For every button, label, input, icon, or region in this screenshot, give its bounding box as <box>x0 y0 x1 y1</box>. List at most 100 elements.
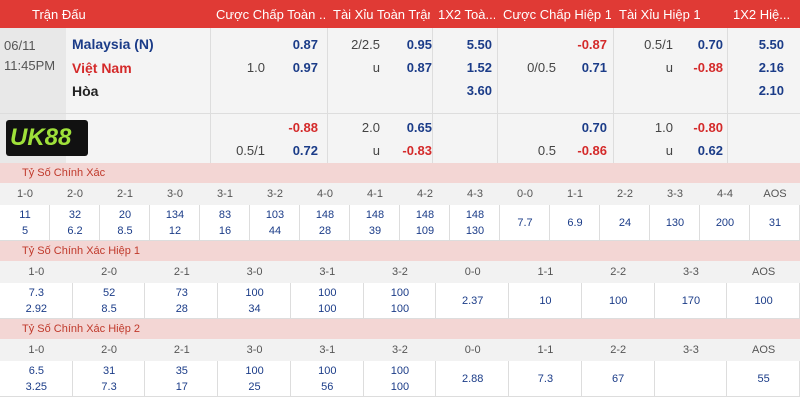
score-odds: 5 <box>21 225 29 237</box>
score-odds: 100 <box>318 365 337 377</box>
score-label: 2-2 <box>610 344 627 356</box>
score-odds: 28 <box>318 225 332 237</box>
score-label: 1-0 <box>28 344 45 356</box>
column-divider <box>432 28 433 163</box>
row-divider <box>0 318 800 319</box>
line: 0.5 <box>537 143 556 158</box>
cell-divider <box>699 205 700 241</box>
score-odds: 6.2 <box>67 225 83 237</box>
score-label: 1-1 <box>537 266 554 278</box>
score-odds: 35 <box>175 365 188 377</box>
cell-divider <box>144 361 146 397</box>
line: u <box>372 60 380 75</box>
score-odds: 148 <box>415 209 435 221</box>
score-label: 0-0 <box>464 344 481 356</box>
cell-divider <box>549 205 550 241</box>
score-odds: 148 <box>315 209 335 221</box>
home-team: Malaysia (N) <box>72 36 154 52</box>
cell-divider <box>653 361 655 397</box>
score-odds: 39 <box>368 225 382 237</box>
odds: 0.62 <box>697 143 723 158</box>
score-odds: 7.3 <box>28 287 44 299</box>
cell-divider <box>435 283 437 319</box>
score-odds: 20 <box>118 209 132 221</box>
odds: 0.71 <box>581 60 607 75</box>
line: 0.5/1 <box>644 37 673 52</box>
away-team: Việt Nam <box>72 60 132 76</box>
score-label: AOS <box>763 188 787 200</box>
time: 11:45PM <box>4 58 56 73</box>
column-divider <box>613 28 614 163</box>
score-odds: 28 <box>175 303 188 315</box>
score-odds: 12 <box>168 225 182 237</box>
score-label: 2-1 <box>173 344 190 356</box>
odds: 0.87 <box>406 60 432 75</box>
cell-divider <box>508 283 510 319</box>
odds: -0.88 <box>693 60 723 75</box>
score-odds: 73 <box>175 287 188 299</box>
section-title: Tỷ Số Chính Xác Hiệp 1 <box>22 245 141 257</box>
score-label: 3-3 <box>667 188 683 200</box>
score-label: 3-2 <box>392 266 408 278</box>
score-odds: 100 <box>318 303 337 315</box>
score-odds: 109 <box>415 225 435 237</box>
odds: 0.70 <box>697 37 723 52</box>
score-odds: 67 <box>612 373 625 385</box>
score-odds: 3.25 <box>25 381 48 393</box>
score-odds: 8.5 <box>117 225 133 237</box>
score-odds: 103 <box>265 209 285 221</box>
score-label: 1-1 <box>567 188 583 200</box>
score-odds: 31 <box>102 365 116 377</box>
score-odds: 6.5 <box>28 365 44 377</box>
cell-divider <box>199 205 200 241</box>
score-odds: 2.37 <box>462 295 484 307</box>
cell-divider <box>362 361 364 397</box>
score-label: 2-2 <box>610 266 627 278</box>
score-label: 2-1 <box>117 188 133 200</box>
score-odds: 2.92 <box>25 303 48 315</box>
odds: 0.97 <box>292 60 318 75</box>
odds: 0.72 <box>292 143 318 158</box>
score-label: 3-2 <box>392 344 408 356</box>
odds: 0.65 <box>406 120 432 135</box>
score-odds: 56 <box>321 381 334 393</box>
line: u <box>665 60 673 75</box>
odds: 5.50 <box>758 37 784 52</box>
score-label: 3-0 <box>246 344 263 356</box>
line: 2/2.5 <box>351 37 380 52</box>
score-odds: 44 <box>268 225 282 237</box>
score-label: 3-1 <box>319 344 336 356</box>
score-odds: 100 <box>245 287 264 299</box>
score-label: 3-2 <box>267 188 283 200</box>
score-odds: 25 <box>248 381 261 393</box>
cell-divider <box>599 205 600 241</box>
odds: 0.95 <box>406 37 432 52</box>
cell-divider <box>399 205 400 241</box>
row-divider <box>0 396 800 397</box>
column-header: Cược Chấp Hiệp 1 <box>503 7 611 22</box>
cell-divider <box>653 283 655 319</box>
cell-divider <box>299 205 300 241</box>
cell-divider <box>499 205 500 241</box>
score-odds: 10 <box>539 295 552 307</box>
odds: -0.87 <box>577 37 607 52</box>
odds: 0.87 <box>292 37 318 52</box>
draw: Hòa <box>72 83 99 99</box>
cell-divider <box>435 361 437 397</box>
logo-box <box>6 120 88 156</box>
score-odds: 7.7 <box>517 217 533 229</box>
score-odds: 130 <box>665 217 685 229</box>
score-label: 1-0 <box>28 266 45 278</box>
line: u <box>372 143 380 158</box>
line: 0/0.5 <box>527 60 556 75</box>
col-header-bar <box>0 183 800 205</box>
odds: 5.50 <box>466 37 492 52</box>
column-divider <box>210 28 211 163</box>
score-label: 4-0 <box>317 188 333 200</box>
score-label: 3-0 <box>246 266 263 278</box>
section-bar <box>0 319 800 339</box>
score-odds: 134 <box>165 209 185 221</box>
score-label: 3-0 <box>167 188 183 200</box>
column-divider <box>727 28 728 163</box>
